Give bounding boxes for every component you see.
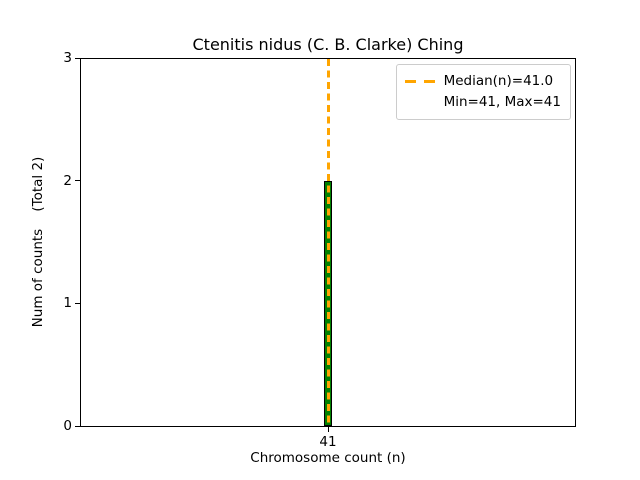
- y-tick-label: 1: [63, 295, 72, 312]
- legend-row-median: Median(n)=41.0: [404, 71, 561, 92]
- y-tick-mark: [75, 425, 80, 427]
- legend-row-minmax: Min=41, Max=41: [405, 92, 561, 113]
- legend-label-median: Median(n)=41.0: [443, 73, 554, 89]
- plot-area: Median(n)=41.0 Min=41, Max=41: [80, 58, 576, 427]
- x-tick-mark: [327, 427, 329, 432]
- x-axis-label: Chromosome count (n): [250, 450, 406, 466]
- chart-title: Ctenitis nidus (C. B. Clarke) Ching: [192, 35, 464, 54]
- y-tick-label: 2: [63, 172, 72, 189]
- y-tick-mark: [75, 302, 80, 304]
- legend-swatch-spacer: [405, 101, 435, 104]
- x-tick-label: 41: [319, 434, 337, 450]
- legend: Median(n)=41.0 Min=41, Max=41: [395, 64, 571, 120]
- y-tick-label: 3: [63, 50, 72, 66]
- legend-label-minmax: Min=41, Max=41: [443, 94, 561, 110]
- y-tick-mark: [75, 57, 80, 59]
- y-tick-label: 0: [63, 418, 72, 434]
- y-tick-mark: [75, 180, 80, 182]
- median-dash-icon: [404, 80, 435, 83]
- median-line: [326, 59, 330, 426]
